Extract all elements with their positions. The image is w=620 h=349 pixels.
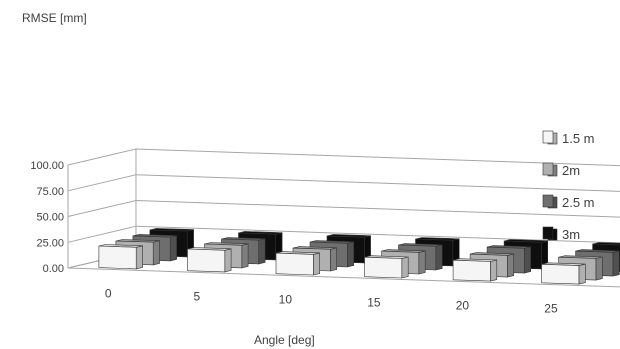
y-tick-label: 100.00 bbox=[30, 160, 64, 172]
y-tick-label: 50.00 bbox=[36, 212, 64, 224]
x-tick-label: 20 bbox=[456, 299, 470, 313]
legend-item: 2m bbox=[542, 162, 580, 178]
legend-swatch bbox=[542, 130, 554, 144]
bar bbox=[98, 244, 143, 270]
bars bbox=[98, 228, 620, 285]
legend-item: 2.5 m bbox=[542, 194, 595, 210]
bar-front bbox=[364, 256, 403, 279]
gridline bbox=[67, 148, 620, 167]
bar-side bbox=[524, 246, 532, 274]
gridline bbox=[67, 225, 620, 244]
gridline bbox=[67, 199, 620, 218]
bar-front bbox=[275, 252, 314, 276]
bar-side bbox=[595, 256, 603, 281]
bar-side bbox=[490, 259, 498, 282]
x-tick-label: 5 bbox=[193, 290, 200, 304]
legend: 1.5 m 2m 2.5 m 3m bbox=[542, 130, 595, 242]
bar-front bbox=[98, 245, 137, 270]
y-tick-label: 0.00 bbox=[43, 263, 64, 275]
legend-swatch bbox=[542, 194, 554, 208]
y-tick-label: 25.00 bbox=[36, 237, 64, 249]
legend-label: 2.5 m bbox=[562, 195, 595, 210]
legend-swatch bbox=[542, 226, 554, 240]
bar-side bbox=[312, 252, 321, 276]
x-axis-tick-labels: 05101520253035404550 bbox=[105, 287, 558, 316]
chart-walls bbox=[67, 148, 620, 288]
x-tick-label: 10 bbox=[279, 293, 293, 307]
legend-swatch bbox=[542, 162, 554, 176]
gridline bbox=[67, 174, 620, 192]
legend-item: 3m bbox=[542, 226, 580, 242]
legend-label: 3m bbox=[562, 227, 580, 242]
x-tick-label: 25 bbox=[544, 302, 558, 316]
bar-side bbox=[329, 247, 338, 272]
bar-side bbox=[401, 256, 409, 279]
bar bbox=[364, 255, 409, 279]
bar bbox=[187, 247, 232, 273]
legend-item: 1.5 m bbox=[542, 130, 595, 146]
bar-side bbox=[258, 238, 266, 265]
bar-side bbox=[578, 263, 586, 285]
x-tick-label: 15 bbox=[367, 296, 381, 310]
y-axis-tick-labels: 0.00 25.00 50.00 75.00 100.00 bbox=[30, 160, 64, 275]
legend-label: 2m bbox=[562, 163, 580, 178]
bar-side bbox=[612, 250, 620, 277]
x-tick-label: 0 bbox=[105, 287, 112, 301]
bar-side bbox=[152, 240, 160, 266]
bar-side bbox=[169, 235, 177, 262]
y-tick-label: 75.00 bbox=[36, 186, 64, 198]
x-axis-title: Angle [deg] bbox=[254, 333, 315, 347]
bar-side bbox=[435, 244, 443, 271]
legend-label: 1.5 m bbox=[562, 131, 595, 146]
bar bbox=[541, 262, 586, 285]
bar-side bbox=[418, 250, 426, 275]
bar bbox=[275, 251, 321, 276]
bar-side bbox=[507, 253, 515, 278]
bar-front bbox=[452, 259, 491, 282]
bar-side bbox=[135, 245, 143, 270]
bar bbox=[452, 258, 498, 282]
bar-front bbox=[187, 248, 226, 273]
y-axis-title: RMSE [mm] bbox=[22, 11, 87, 25]
bar-front bbox=[541, 263, 580, 285]
bar-side bbox=[346, 241, 355, 268]
bar-side bbox=[241, 243, 249, 269]
bar-side bbox=[224, 248, 232, 273]
